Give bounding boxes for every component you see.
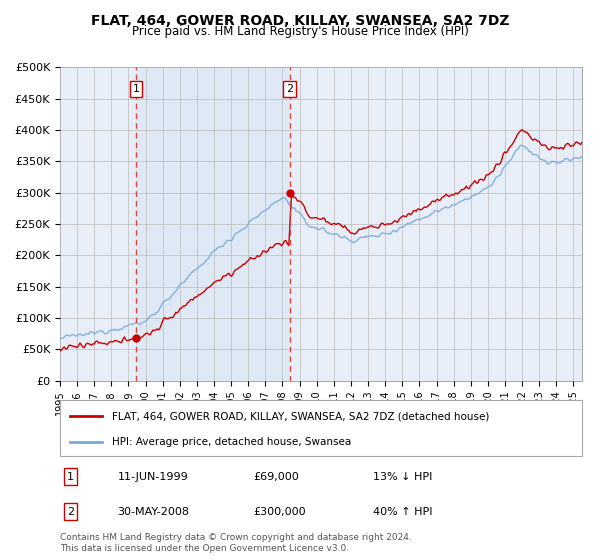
Text: FLAT, 464, GOWER ROAD, KILLAY, SWANSEA, SA2 7DZ: FLAT, 464, GOWER ROAD, KILLAY, SWANSEA, … — [91, 14, 509, 28]
Text: 40% ↑ HPI: 40% ↑ HPI — [373, 507, 433, 517]
FancyBboxPatch shape — [60, 400, 582, 456]
Text: 1: 1 — [67, 472, 74, 482]
Text: 1: 1 — [133, 84, 139, 94]
Text: Price paid vs. HM Land Registry's House Price Index (HPI): Price paid vs. HM Land Registry's House … — [131, 25, 469, 38]
Text: £69,000: £69,000 — [253, 472, 299, 482]
Text: Contains HM Land Registry data © Crown copyright and database right 2024.
This d: Contains HM Land Registry data © Crown c… — [60, 533, 412, 553]
Text: £300,000: £300,000 — [253, 507, 306, 517]
Text: FLAT, 464, GOWER ROAD, KILLAY, SWANSEA, SA2 7DZ (detached house): FLAT, 464, GOWER ROAD, KILLAY, SWANSEA, … — [112, 411, 490, 421]
Text: 13% ↓ HPI: 13% ↓ HPI — [373, 472, 433, 482]
Text: 2: 2 — [286, 84, 293, 94]
Text: 11-JUN-1999: 11-JUN-1999 — [118, 472, 188, 482]
Text: 30-MAY-2008: 30-MAY-2008 — [118, 507, 190, 517]
Text: 2: 2 — [67, 507, 74, 517]
Text: HPI: Average price, detached house, Swansea: HPI: Average price, detached house, Swan… — [112, 437, 352, 447]
Bar — [136, 67, 290, 381]
